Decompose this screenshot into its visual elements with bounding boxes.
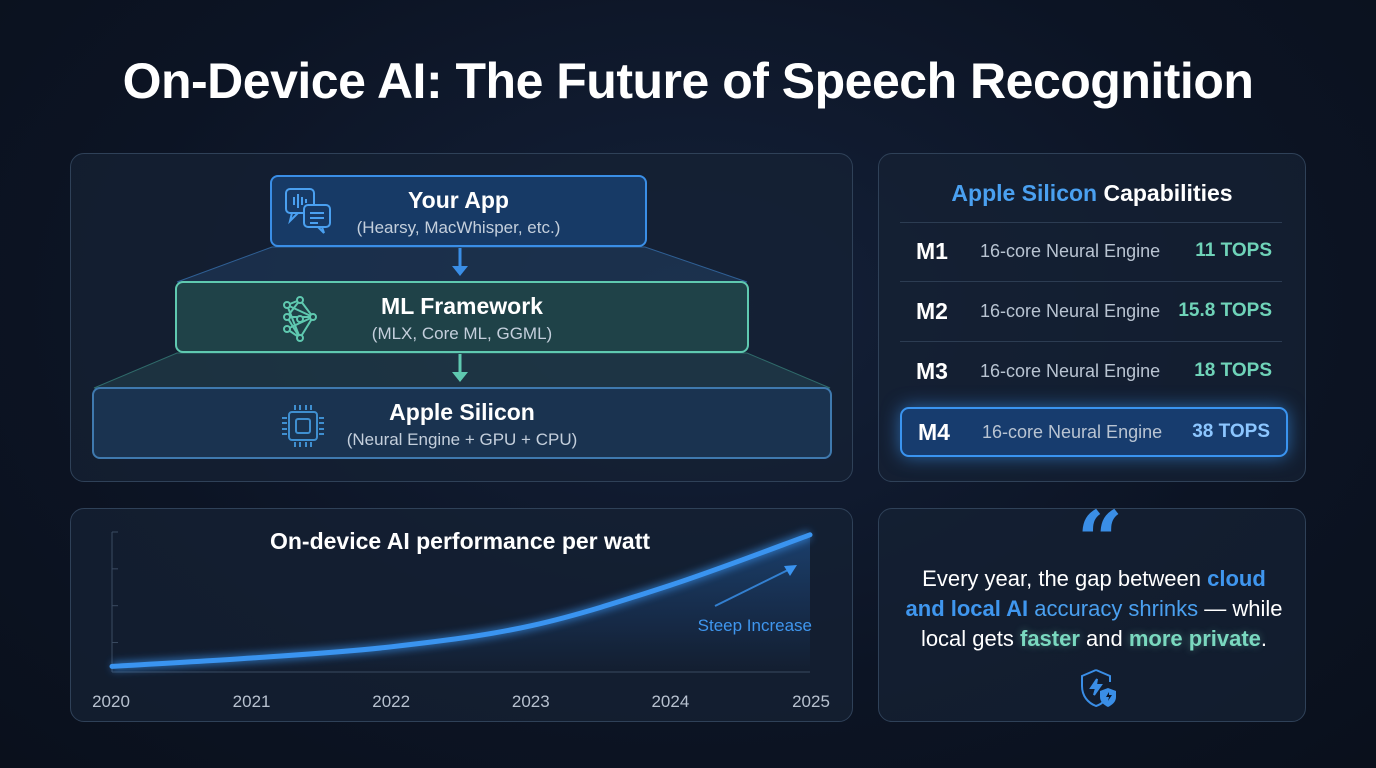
neural-network-icon bbox=[283, 296, 317, 342]
quote-highlight: faster bbox=[1020, 626, 1080, 651]
chip-tops: 11 TOPS bbox=[1195, 240, 1272, 261]
quote-highlight: cloud and local AI bbox=[905, 566, 1266, 621]
layer-title: Your App bbox=[408, 187, 509, 213]
quote-highlight: more private bbox=[1128, 626, 1261, 651]
chart-annotation: Steep Increase bbox=[697, 616, 812, 635]
quote-text: Every year, the gap between cloud and lo… bbox=[900, 564, 1288, 654]
chip-desc: 16-core Neural Engine bbox=[980, 300, 1161, 321]
chip-name: M4 bbox=[918, 418, 950, 445]
connector-framework-silicon bbox=[93, 352, 831, 389]
chip-tops: 18 TOPS bbox=[1194, 360, 1272, 381]
layer-subtitle: (MLX, Core ML, GGML) bbox=[371, 324, 553, 343]
layer-subtitle: (Neural Engine + GPU + CPU) bbox=[346, 430, 578, 449]
title-highlight: Apple Silicon bbox=[951, 180, 1098, 206]
capability-row-m1: M1 16-core Neural Engine 11 TOPS bbox=[900, 226, 1288, 276]
title-rest: Capabilities bbox=[1097, 180, 1233, 206]
chip-name: M2 bbox=[916, 297, 948, 324]
series-line bbox=[109, 532, 813, 669]
divider bbox=[900, 341, 1282, 342]
chip-icon bbox=[282, 405, 324, 447]
chip-desc: 16-core Neural Engine bbox=[982, 421, 1163, 442]
quote-part: and bbox=[1079, 626, 1129, 651]
x-tick-label: 2022 bbox=[372, 692, 411, 711]
connector-app-framework bbox=[176, 246, 748, 283]
chip-name: M1 bbox=[916, 237, 948, 264]
shield-lightning-icon bbox=[1081, 669, 1116, 708]
chip-tops: 15.8 TOPS bbox=[1178, 300, 1272, 321]
trend-arrow-icon bbox=[714, 565, 797, 607]
divider bbox=[900, 222, 1282, 223]
layer-your-app: Your App (Hearsy, MacWhisper, etc.) bbox=[270, 175, 647, 247]
layer-subtitle: (Hearsy, MacWhisper, etc.) bbox=[356, 218, 561, 237]
series-area bbox=[112, 534, 810, 672]
quote-part: . bbox=[1260, 626, 1268, 651]
layer-apple-silicon: Apple Silicon (Neural Engine + GPU + CPU… bbox=[92, 387, 832, 459]
capabilities-title: Apple Silicon Capabilities bbox=[878, 180, 1306, 207]
x-tick-label: 2025 bbox=[792, 692, 830, 711]
quote-part: — while local gets bbox=[920, 596, 1283, 651]
quote-part: Every year, the gap between bbox=[922, 566, 1208, 591]
chart-title: On-device AI performance per watt bbox=[269, 528, 651, 554]
x-tick-label: 2024 bbox=[651, 692, 690, 711]
page-title: On-Device AI: The Future of Speech Recog… bbox=[122, 53, 1254, 109]
layer-title: Apple Silicon bbox=[389, 399, 535, 425]
capability-row-m4: M4 16-core Neural Engine 38 TOPS bbox=[900, 407, 1288, 457]
layer-ml-framework: ML Framework (MLX, Core ML, GGML) bbox=[175, 281, 749, 353]
capability-row-m2: M2 16-core Neural Engine 15.8 TOPS bbox=[900, 286, 1288, 336]
quote-icon: “ bbox=[1076, 493, 1123, 587]
arrow-down-icon bbox=[452, 354, 468, 382]
chip-desc: 16-core Neural Engine bbox=[980, 360, 1161, 381]
quote-highlight: accuracy shrinks bbox=[1028, 596, 1199, 621]
divider bbox=[900, 281, 1282, 282]
x-tick-label: 2020 bbox=[92, 692, 130, 711]
x-tick-label: 2023 bbox=[511, 692, 550, 711]
layer-title: ML Framework bbox=[381, 293, 543, 319]
x-tick-label: 2021 bbox=[232, 692, 271, 711]
capability-row-m3: M3 16-core Neural Engine 18 TOPS bbox=[900, 346, 1288, 396]
chip-tops: 38 TOPS bbox=[1192, 421, 1270, 442]
chip-name: M3 bbox=[916, 357, 948, 384]
arrow-down-icon bbox=[452, 248, 468, 276]
chat-waveform-icon bbox=[285, 188, 331, 234]
chip-desc: 16-core Neural Engine bbox=[980, 240, 1161, 261]
